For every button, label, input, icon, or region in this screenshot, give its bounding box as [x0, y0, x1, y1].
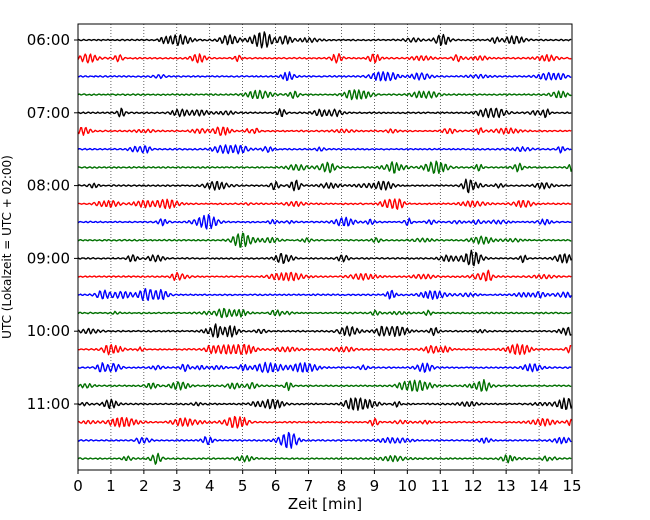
seismic-trace [77, 89, 572, 101]
x-axis-label: Zeit [min] [288, 495, 362, 513]
x-tick-label: 7 [304, 477, 314, 495]
seismic-trace [77, 126, 572, 136]
seismic-trace [77, 343, 572, 356]
x-tick-label: 9 [370, 477, 380, 495]
seismic-trace [77, 214, 572, 230]
seismic-trace [77, 379, 572, 392]
seismic-trace [77, 107, 572, 119]
seismic-traces [77, 31, 572, 465]
y-tick-label: 08:00 [27, 177, 70, 195]
x-tick-label: 15 [562, 477, 581, 495]
seismic-trace [77, 71, 572, 82]
x-axis-ticks: 0 1 2 3 4 5 6 7 8 9 10 11 12 13 14 15 [73, 470, 582, 495]
y-tick-label: 11:00 [27, 395, 70, 413]
x-tick-label: 6 [271, 477, 281, 495]
x-tick-label: 11 [431, 477, 450, 495]
x-tick-label: 1 [106, 477, 116, 495]
seismic-trace [77, 53, 572, 64]
seismic-trace [77, 323, 572, 339]
seismic-trace [77, 452, 572, 465]
x-tick-label: 4 [205, 477, 215, 495]
seismic-trace [77, 431, 572, 449]
x-tick-label: 2 [139, 477, 149, 495]
y-axis-label: UTC (Lokalzeit = UTC + 02:00) [0, 155, 14, 339]
y-tick-label: 06:00 [27, 31, 70, 49]
seismic-trace [77, 288, 572, 302]
x-tick-label: 0 [73, 477, 83, 495]
x-tick-label: 12 [464, 477, 483, 495]
y-tick-label: 09:00 [27, 249, 70, 267]
y-axis-ticks: 06:00 07:00 08:00 09:00 10:00 11:00 [27, 31, 78, 413]
y-tick-label: 07:00 [27, 104, 70, 122]
seismic-trace [77, 232, 572, 248]
x-tick-label: 10 [398, 477, 417, 495]
plot-frame [77, 23, 573, 471]
seismic-trace [77, 361, 572, 374]
plot-background [78, 24, 572, 470]
seismic-trace [77, 31, 572, 49]
x-tick-label: 13 [497, 477, 516, 495]
x-tick-label: 5 [238, 477, 248, 495]
x-tick-label: 14 [530, 477, 549, 495]
seismic-trace [77, 415, 572, 429]
x-tick-label: 8 [337, 477, 347, 495]
grid-lines [110, 24, 540, 470]
seismic-trace [77, 269, 572, 282]
seismic-trace [77, 160, 572, 175]
x-tick-label: 3 [172, 477, 182, 495]
seismic-trace [77, 198, 572, 210]
seismic-trace [77, 397, 572, 411]
seismic-trace [77, 307, 572, 319]
seismic-trace [77, 144, 572, 155]
seismic-trace [77, 178, 572, 194]
seismic-trace [77, 249, 572, 267]
y-tick-label: 10:00 [27, 322, 70, 340]
